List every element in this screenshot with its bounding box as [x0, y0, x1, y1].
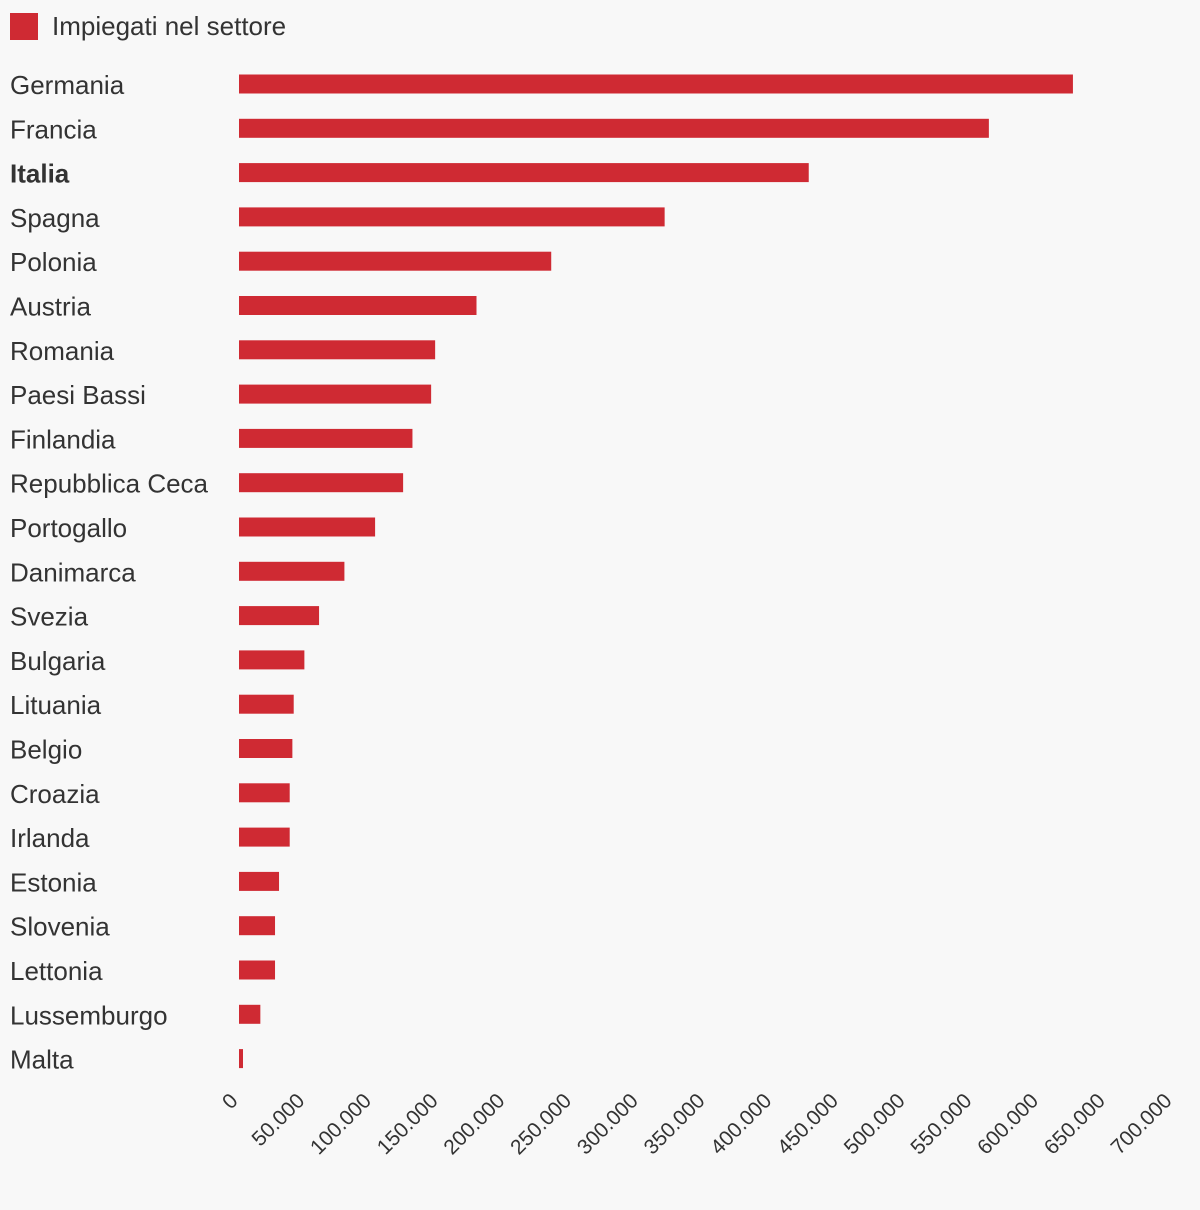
- category-labels: Germania Francia Italia Spagna Polonia Austri…: [10, 70, 209, 1075]
- bar-irlanda: [239, 827, 290, 847]
- x-tick-label: 550.000: [906, 1089, 976, 1159]
- category-label-lituania: Lituania: [10, 690, 102, 720]
- bar-finlandia: [239, 428, 413, 448]
- bar-paesi-bassi: [239, 384, 432, 404]
- x-tick-label: 200.000: [439, 1089, 509, 1159]
- x-tick-label: 250.000: [506, 1089, 576, 1159]
- bar-italia: [239, 163, 809, 183]
- bar-polonia: [239, 251, 552, 271]
- bar-romania: [239, 340, 436, 360]
- category-label-portogallo: Portogallo: [10, 513, 127, 543]
- bar-spagna: [239, 207, 665, 227]
- bar-danimarca: [239, 561, 345, 581]
- bar-malta: [239, 1049, 244, 1069]
- category-label-bulgaria: Bulgaria: [10, 646, 106, 676]
- bar-slovenia: [239, 916, 276, 936]
- category-label-danimarca: Danimarca: [10, 557, 136, 587]
- category-label-irlanda: Irlanda: [10, 823, 90, 853]
- bar-francia: [239, 118, 989, 138]
- x-tick-label: 100.000: [306, 1089, 376, 1159]
- category-label-repubblica-ceca: Repubblica Ceca: [10, 469, 209, 499]
- category-label-paesi-bassi: Paesi Bassi: [10, 380, 146, 410]
- x-tick-label: 500.000: [840, 1089, 910, 1159]
- category-label-italia: Italia: [10, 159, 70, 189]
- bar-lettonia: [239, 960, 276, 980]
- x-axis-tick-labels: 0 50.000100.000150.000200.000250.000300.0…: [218, 1089, 1177, 1159]
- x-tick-label: 300.000: [573, 1089, 643, 1159]
- bar-bulgaria: [239, 650, 305, 670]
- category-label-malta: Malta: [10, 1045, 74, 1075]
- category-label-germania: Germania: [10, 70, 125, 100]
- bar-svezia: [239, 606, 320, 626]
- bar-lituania: [239, 694, 294, 714]
- category-label-croazia: Croazia: [10, 779, 100, 809]
- bars: [239, 74, 1073, 1069]
- legend: Impiegati nel settore: [10, 8, 286, 44]
- category-label-austria: Austria: [10, 292, 91, 322]
- category-label-estonia: Estonia: [10, 867, 97, 897]
- legend-label: Impiegati nel settore: [52, 10, 287, 41]
- category-label-spagna: Spagna: [10, 203, 100, 233]
- bar-estonia: [239, 871, 280, 891]
- x-tick-label: 0: [218, 1089, 243, 1114]
- category-label-svezia: Svezia: [10, 602, 89, 632]
- bar-belgio: [239, 739, 293, 758]
- category-label-lussemburgo: Lussemburgo: [10, 1000, 168, 1030]
- bar-germania: [239, 74, 1073, 94]
- x-tick-label: 450.000: [773, 1089, 843, 1159]
- legend-swatch: [10, 12, 38, 40]
- x-tick-label: 400.000: [706, 1089, 776, 1159]
- bar-austria: [239, 296, 477, 315]
- bar-portogallo: [239, 517, 376, 537]
- category-label-francia: Francia: [10, 114, 97, 144]
- category-label-polonia: Polonia: [10, 247, 97, 277]
- x-tick-label: 50.000: [248, 1089, 310, 1151]
- category-label-lettonia: Lettonia: [10, 956, 103, 986]
- category-label-romania: Romania: [10, 336, 115, 366]
- x-tick-label: 700.000: [1107, 1089, 1177, 1159]
- bar-repubblica-ceca: [239, 473, 404, 493]
- x-tick-label: 650.000: [1040, 1089, 1110, 1159]
- x-tick-label: 350.000: [640, 1089, 710, 1159]
- x-tick-label: 150.000: [373, 1089, 443, 1159]
- x-tick-label: 600.000: [973, 1089, 1043, 1159]
- bar-croazia: [239, 783, 290, 803]
- category-label-finlandia: Finlandia: [10, 424, 116, 454]
- category-label-slovenia: Slovenia: [10, 912, 110, 942]
- category-label-belgio: Belgio: [10, 735, 82, 765]
- bar-lussemburgo: [239, 1004, 261, 1024]
